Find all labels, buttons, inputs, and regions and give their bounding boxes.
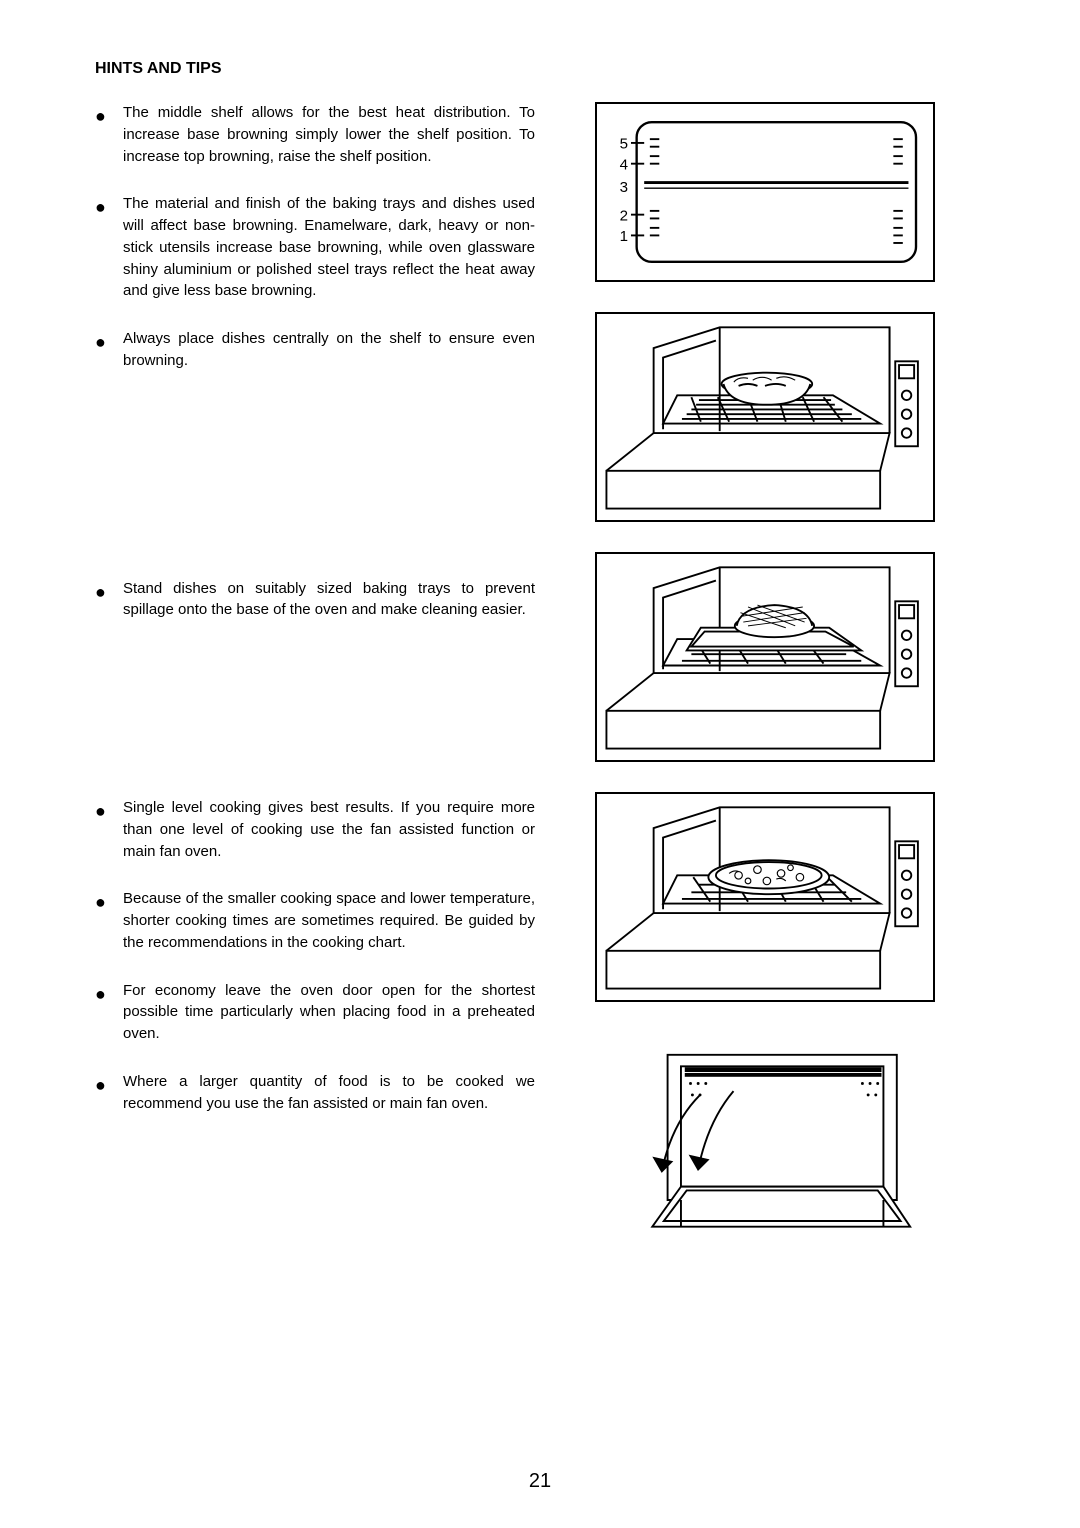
- shelf-label: 3: [620, 179, 628, 196]
- text-column: ● The middle shelf allows for the best h…: [95, 102, 535, 1240]
- list-item: ● The middle shelf allows for the best h…: [95, 102, 535, 167]
- bullet-text: The middle shelf allows for the best hea…: [123, 102, 535, 167]
- bullet-text: Because of the smaller cooking space and…: [123, 888, 535, 953]
- figure-dish-central: [595, 312, 935, 522]
- list-item: ● Because of the smaller cooking space a…: [95, 888, 535, 953]
- bullet-icon: ●: [95, 578, 123, 622]
- bullet-text: For economy leave the oven door open for…: [123, 980, 535, 1045]
- page-number: 21: [529, 1470, 551, 1493]
- list-item: ● Where a larger quantity of food is to …: [95, 1071, 535, 1115]
- bullet-icon: ●: [95, 102, 123, 167]
- bullet-icon: ●: [95, 193, 123, 302]
- shelf-label: 5: [620, 136, 628, 153]
- shelf-label: 1: [620, 228, 628, 245]
- list-item: ● Always place dishes centrally on the s…: [95, 328, 535, 372]
- bullet-text: Where a larger quantity of food is to be…: [123, 1071, 535, 1115]
- figure-shelf-positions: 5 4 3 2 1: [595, 102, 935, 282]
- bullet-text: Single level cooking gives best results.…: [123, 797, 535, 862]
- bullet-text: Stand dishes on suitably sized baking tr…: [123, 578, 535, 622]
- list-item: ● For economy leave the oven door open f…: [95, 980, 535, 1045]
- figure-dish-on-tray: [595, 552, 935, 762]
- shelf-label: 2: [620, 207, 628, 224]
- list-item: ● The material and finish of the baking …: [95, 193, 535, 302]
- shelf-label: 4: [620, 156, 628, 173]
- list-item: ● Stand dishes on suitably sized baking …: [95, 578, 535, 622]
- list-item: ● Single level cooking gives best result…: [95, 797, 535, 862]
- bullet-icon: ●: [95, 328, 123, 372]
- section-heading: HINTS AND TIPS: [95, 60, 985, 78]
- bullet-icon: ●: [95, 797, 123, 862]
- bullet-icon: ●: [95, 888, 123, 953]
- bullet-icon: ●: [95, 980, 123, 1045]
- bullet-text: Always place dishes centrally on the she…: [123, 328, 535, 372]
- figure-column: 5 4 3 2 1: [575, 102, 935, 1240]
- bullet-icon: ●: [95, 1071, 123, 1115]
- figure-door-open: [595, 1032, 935, 1240]
- figure-single-level: [595, 792, 935, 1002]
- bullet-text: The material and finish of the baking tr…: [123, 193, 535, 302]
